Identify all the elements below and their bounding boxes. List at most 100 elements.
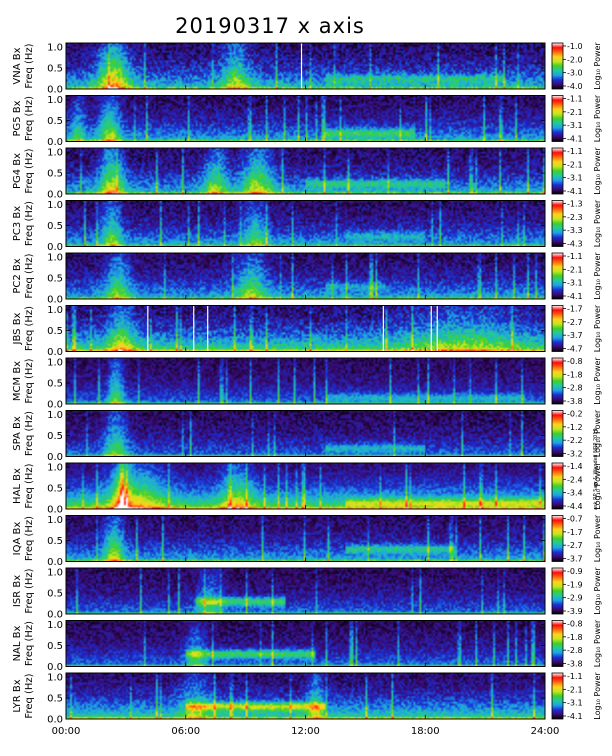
- y-tick-label: 0.0: [47, 295, 63, 306]
- colorbar-label: Log₁₀ Power: [593, 567, 602, 615]
- colorbar-tick-label: -4.7: [567, 345, 583, 354]
- ylabel-frequency: Freq (Hz): [24, 358, 35, 403]
- colorbar-tick-label: -1.4: [567, 462, 583, 471]
- colorbar-tick-label: -4.1: [567, 292, 583, 301]
- colorbar-tick-label: -3.7: [567, 555, 583, 564]
- x-tick-label: 18:00: [411, 726, 440, 737]
- ylabel-frequency: Freq (Hz): [24, 253, 35, 298]
- y-tick-label: 0.0: [47, 452, 63, 463]
- y-tick-label: 0.5: [47, 64, 63, 75]
- spectrogram-pg5: [66, 95, 545, 142]
- colorbar: [551, 357, 564, 405]
- ylabel-frequency: Freq (Hz): [24, 306, 35, 351]
- ylabel-frequency: Freq (Hz): [24, 516, 35, 561]
- y-tick-label: 0.0: [47, 242, 63, 253]
- colorbar-tick-label: -2.9: [567, 594, 583, 603]
- colorbar-label: Log₁₀ Power: [593, 252, 602, 300]
- ylabel-station: NAL Bx: [12, 625, 23, 661]
- ylabel-frequency: Freq (Hz): [24, 43, 35, 88]
- y-tick-label: 1.0: [47, 463, 63, 474]
- colorbar-tick-label: -3.2: [567, 450, 583, 459]
- colorbar-label: Log₁₀ Power: [593, 514, 602, 562]
- panel-jbs: 0.0 0.5 1.0 JBS Bx Freq (Hz) -1.7 -2.7 -3.7 -4.7…: [12, 304, 602, 358]
- ylabel-station: PC3 Bx: [12, 206, 23, 241]
- spectrogram-mcm: [66, 358, 545, 404]
- ylabel-frequency: Freq (Hz): [24, 148, 35, 193]
- spectrogram-hal: [66, 463, 545, 509]
- ylabel-frequency: Freq (Hz): [24, 568, 35, 613]
- colorbar-tick-label: -2.8: [567, 646, 583, 655]
- y-tick-label: 1.0: [47, 673, 63, 684]
- colorbar-label: Log₁₀ Power: [593, 94, 602, 142]
- colorbar-tick-label: -4.0: [567, 82, 583, 91]
- colorbar-tick-label: -1.3: [567, 200, 583, 209]
- colorbar-tick-label: -3.1: [567, 174, 583, 183]
- colorbar-tick-label: -1.9: [567, 580, 583, 589]
- ylabel-station: PG4 Bx: [12, 153, 23, 189]
- colorbar-tick-label: -4.1: [567, 187, 583, 196]
- panel-isr: 0.0 0.5 1.0 ISR Bx Freq (Hz) -0.9 -1.9 -2.9 -3.9…: [12, 567, 602, 621]
- colorbar: [551, 462, 564, 510]
- y-tick-label: 0.5: [47, 274, 63, 285]
- y-tick-label: 0.0: [47, 505, 63, 516]
- colorbar-label: Log₁₀ Power: [593, 672, 602, 720]
- colorbar: [551, 147, 564, 195]
- panel-iqa: 0.0 0.5 1.0 IQA Bx Freq (Hz) -0.7 -1.7 -2.7 -3.7…: [12, 514, 602, 568]
- ylabel-station: HAL Bx: [12, 468, 23, 504]
- colorbar-tick-label: -3.7: [567, 331, 583, 340]
- colorbar-tick-label: -4.3: [567, 240, 583, 249]
- colorbar-tick-label: -1.7: [567, 528, 583, 537]
- colorbar-tick-label: -2.7: [567, 318, 583, 327]
- colorbar-tick-label: -3.3: [567, 226, 583, 235]
- ylabel-frequency: Freq (Hz): [24, 411, 35, 456]
- colorbar-tick-label: -1.8: [567, 633, 583, 642]
- y-tick-label: 0.0: [47, 610, 63, 621]
- y-tick-label: 0.0: [47, 662, 63, 673]
- ylabel-station: MCM Bx: [12, 361, 23, 401]
- colorbar-label: Log₁₀ Power: [593, 42, 602, 90]
- colorbar-tick-label: -1.1: [567, 147, 583, 156]
- ylabel-station: VNA Bx: [12, 47, 23, 84]
- colorbar-tick-label: -3.8: [567, 660, 583, 669]
- panel-lyr: 0.0 0.5 1.0 LYR Bx Freq (Hz) -1.1 -2.1 -3.1 -4.1…: [12, 672, 602, 726]
- y-tick-label: 1.0: [47, 253, 63, 264]
- colorbar-label: Log₁₀ Power: [593, 199, 602, 247]
- y-tick-label: 1.0: [47, 305, 63, 316]
- colorbar-tick-label: -2.4: [567, 475, 583, 484]
- colorbar-tick-label: -3.8: [567, 397, 583, 406]
- spectrogram-isr: [66, 568, 545, 614]
- colorbar-tick-label: -2.8: [567, 384, 583, 393]
- colorbar-tick-label: -1.1: [567, 252, 583, 261]
- x-tick-label: 00:00: [52, 726, 81, 737]
- y-tick-label: 0.5: [47, 116, 63, 127]
- colorbar-tick-label: -0.9: [567, 567, 583, 576]
- y-tick-label: 0.5: [47, 326, 63, 337]
- panel-pc3: 0.0 0.5 1.0 PC3 Bx Freq (Hz) -1.3 -2.3 -3.3 -4.3…: [12, 199, 602, 253]
- colorbar: [551, 515, 564, 562]
- panel-pg5: 0.0 0.5 1.0 PG5 Bx Freq (Hz) -1.1 -2.1 -3.1 -4.1…: [12, 94, 602, 148]
- panel-pg4: 0.0 0.5 1.0 PG4 Bx Freq (Hz) -1.1 -2.1 -3.1 -4.1…: [12, 147, 602, 201]
- colorbar-tick-label: -3.1: [567, 279, 583, 288]
- panel-hal: 0.0 0.5 1.0 HAL Bx Freq (Hz) -1.4 -2.4 -3.4 -4.4…: [12, 462, 602, 516]
- y-tick-label: 1.0: [47, 620, 63, 631]
- colorbar: [551, 620, 564, 667]
- spectrogram-nal: [66, 620, 545, 667]
- y-tick-label: 0.0: [47, 347, 63, 358]
- y-tick-label: 0.0: [47, 557, 63, 568]
- colorbar-label: Log₁₀ Power: [593, 462, 602, 510]
- panel-mcm: 0.0 0.5 1.0 MCM Bx Freq (Hz) -0.8 -1.8 -2.8 -3.8…: [12, 357, 602, 411]
- y-tick-label: 0.5: [47, 589, 63, 600]
- colorbar-tick-label: -3.4: [567, 489, 583, 498]
- colorbar-label: Log₁₀ Power: [593, 304, 602, 352]
- ylabel-frequency: Freq (Hz): [24, 96, 35, 141]
- y-tick-label: 0.0: [47, 715, 63, 726]
- y-tick-label: 0.5: [47, 641, 63, 652]
- y-tick-label: 0.5: [47, 694, 63, 705]
- colorbar-tick-label: -0.7: [567, 515, 583, 524]
- y-tick-label: 1.0: [47, 410, 63, 421]
- colorbar: [551, 672, 564, 720]
- colorbar-tick-label: -3.1: [567, 121, 583, 130]
- colorbar-tick-label: -2.3: [567, 213, 583, 222]
- y-tick-label: 1.0: [47, 95, 63, 106]
